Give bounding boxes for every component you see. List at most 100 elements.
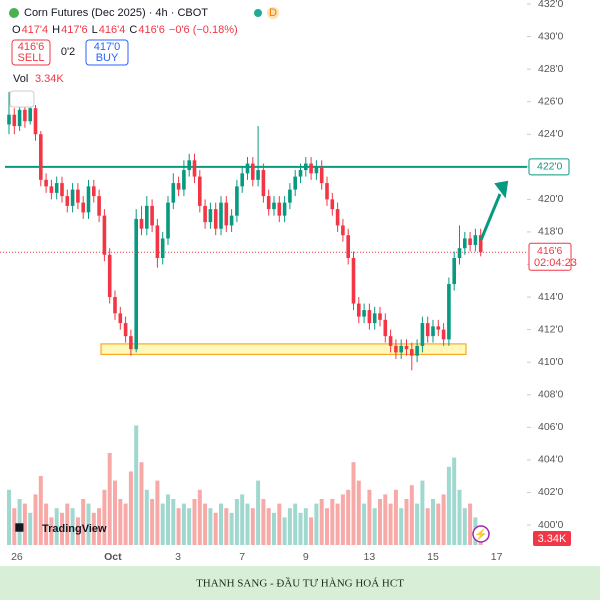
candle-body <box>102 215 107 255</box>
volume-bar <box>383 494 388 545</box>
volume-bar <box>282 517 287 545</box>
candle-body <box>208 209 213 223</box>
volume-bar <box>250 508 255 545</box>
sell-button[interactable] <box>11 39 51 66</box>
candle-body <box>372 313 377 324</box>
y-tick-label: 412'0 <box>538 323 564 335</box>
candle-body <box>319 166 324 184</box>
ohlc-value: 416'4 <box>99 24 126 36</box>
volume-bar <box>441 494 446 545</box>
volume-bar <box>155 480 160 545</box>
ohlc-key: H <box>52 24 60 36</box>
volume-bar <box>128 471 133 545</box>
background <box>0 0 600 566</box>
candle-body <box>219 202 223 229</box>
volume-bar <box>65 503 70 545</box>
candle-body <box>107 254 112 298</box>
candle-body <box>176 183 181 190</box>
volume-bar <box>431 499 435 545</box>
candle-body <box>23 109 27 122</box>
volume-bar <box>70 508 75 545</box>
sell-label: SELL <box>18 52 45 64</box>
candle-body <box>70 189 75 206</box>
candle-body <box>473 235 478 245</box>
volume-bar <box>187 508 192 545</box>
candle-body <box>240 173 244 187</box>
resistance-label: 422'0 <box>537 161 563 173</box>
volume-bar <box>166 494 170 545</box>
volume-title: Vol <box>13 73 28 85</box>
alert-icon[interactable] <box>472 525 490 543</box>
candle-body <box>187 160 191 171</box>
candle-body <box>351 257 356 304</box>
candle-body <box>12 114 17 127</box>
volume-bar <box>314 503 319 545</box>
x-tick-label: 17 <box>491 551 503 563</box>
candle-body <box>224 202 229 226</box>
volume-bar <box>181 503 186 545</box>
volume-bar <box>139 462 144 545</box>
candle-body <box>266 196 271 210</box>
y-tick-label: 406'0 <box>538 421 564 433</box>
candle-body <box>383 319 388 337</box>
volume-bar <box>266 508 271 545</box>
candle-body <box>160 238 165 258</box>
y-tick-label: 428'0 <box>538 63 564 75</box>
buy-price: 417'0 <box>94 41 121 53</box>
volume-bar <box>160 503 165 545</box>
volume-bar <box>388 503 393 545</box>
candle-body <box>171 183 176 203</box>
candle-body <box>399 345 403 353</box>
y-tick-label: 426'0 <box>538 95 564 107</box>
candle-body <box>362 310 366 317</box>
buy-button[interactable] <box>85 39 129 66</box>
scroll-button <box>9 90 35 108</box>
candle-body <box>298 170 303 177</box>
volume-bar <box>203 503 208 545</box>
candle-body <box>166 202 170 239</box>
candle-body <box>118 313 123 324</box>
volume-bar <box>298 512 303 545</box>
candle-body <box>60 183 64 197</box>
plot: 400'0 402'0 404'0 406'0 408'0 410'0 412'0 414'0… <box>0 0 577 563</box>
ohlc-line: O 417'4 H 417'6 L 416'4 C 416'6 −0'6 (−0.18%) <box>12 24 238 36</box>
candle-body <box>304 163 308 171</box>
volume-value: 3.34K <box>35 73 64 85</box>
resistance-label-box <box>528 158 570 176</box>
candle-body <box>288 189 292 203</box>
candle-body <box>468 238 472 245</box>
banner: THANH SANG - ĐẦU TƯ HÀNG HOÁ HCT <box>196 577 404 590</box>
candle-body <box>54 183 59 193</box>
candle-body <box>335 209 340 226</box>
volume-bar <box>134 425 139 545</box>
volume-bar <box>123 503 128 545</box>
volume-bar <box>7 489 11 545</box>
spread: 0'2 <box>61 46 75 58</box>
candle-body <box>139 218 144 229</box>
volume-bar <box>351 462 356 545</box>
candle-body <box>182 170 186 190</box>
y-tick-label: 432'0 <box>538 0 564 10</box>
volume-bar <box>309 517 314 545</box>
candle-body <box>478 235 483 253</box>
candle-body <box>129 336 133 350</box>
candle-body <box>309 163 313 174</box>
x-tick-label: Oct <box>104 551 122 563</box>
x-tick-label: 13 <box>364 551 376 563</box>
volume-bar <box>234 499 239 545</box>
candle-body <box>277 202 282 216</box>
volume-bar <box>372 508 377 545</box>
candle-body <box>145 205 149 229</box>
candle-body <box>378 313 382 320</box>
volume-bar <box>356 480 361 545</box>
candle-body <box>447 284 451 340</box>
y-tick-label: 418'0 <box>538 226 564 238</box>
volume-bar <box>399 508 404 545</box>
volume-bar <box>287 508 292 545</box>
candle-body <box>261 170 266 197</box>
candle-body <box>229 215 234 226</box>
alert-glyph: ⚡ <box>474 528 488 541</box>
logo: TradingView <box>42 523 107 535</box>
volume-bar <box>60 512 64 545</box>
